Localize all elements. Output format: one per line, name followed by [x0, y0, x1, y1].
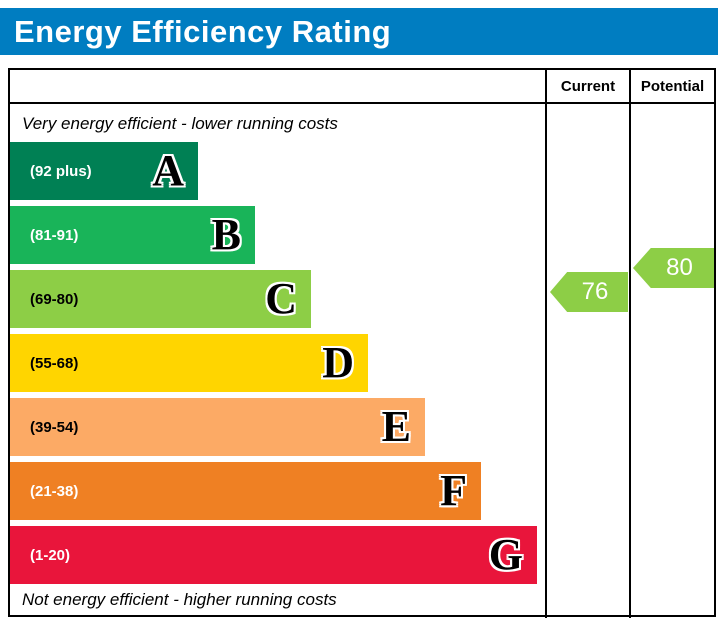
band-e-letter: E — [381, 402, 411, 451]
potential-rating-column: 80 — [629, 104, 714, 618]
band-g-range: (1-20) — [30, 546, 71, 564]
band-b-letter: B — [211, 210, 241, 259]
current-rating-column: 76 — [545, 104, 629, 618]
band-e-range: (39-54) — [30, 418, 79, 436]
potential-rating-value: 80 — [666, 254, 693, 281]
potential-rating-arrow: 80 — [633, 248, 714, 288]
band-row-f: (21-38) F — [10, 462, 545, 520]
current-rating-value: 76 — [581, 278, 609, 305]
page-title: Energy Efficiency Rating — [14, 13, 392, 49]
band-e: (39-54) E — [10, 398, 425, 456]
band-row-g: (1-20) G — [10, 526, 545, 584]
band-d: (55-68) D — [10, 334, 368, 392]
band-b-range: (81-91) — [30, 226, 79, 244]
band-f-range: (21-38) — [30, 482, 79, 500]
column-header-row: Current Potential — [10, 70, 714, 104]
band-f: (21-38) F — [10, 462, 481, 520]
band-c-range: (69-80) — [30, 290, 79, 308]
band-row-c: (69-80) C — [10, 270, 545, 328]
bottom-note: Not energy efficient - higher running co… — [22, 590, 337, 609]
chart-body: Very energy efficient - lower running co… — [10, 104, 714, 618]
band-row-b: (81-91) B — [10, 206, 545, 264]
band-c-letter: C — [265, 274, 297, 323]
band-row-e: (39-54) E — [10, 398, 545, 456]
current-rating-arrow: 76 — [550, 272, 628, 312]
band-d-range: (55-68) — [30, 354, 79, 372]
band-b: (81-91) B — [10, 206, 255, 264]
band-f-letter: F — [440, 466, 467, 515]
energy-efficiency-chart: Current Potential Very energy efficient … — [8, 68, 716, 618]
band-a-letter: A — [152, 146, 184, 195]
bands-area: Very energy efficient - lower running co… — [10, 104, 545, 618]
band-a-range: (92 plus) — [30, 162, 92, 180]
band-c: (69-80) C — [10, 270, 311, 328]
header-spacer — [10, 70, 545, 102]
band-a: (92 plus) A — [10, 142, 198, 200]
band-g-letter: G — [488, 530, 523, 579]
band-g: (1-20) G — [10, 526, 537, 584]
band-d-letter: D — [322, 338, 354, 387]
title-bar: Energy Efficiency Rating — [0, 8, 718, 55]
potential-column-header: Potential — [629, 70, 714, 102]
band-row-d: (55-68) D — [10, 334, 545, 392]
band-row-a: (92 plus) A — [10, 142, 545, 200]
current-column-header: Current — [545, 70, 629, 102]
top-note: Very energy efficient - lower running co… — [22, 114, 338, 133]
